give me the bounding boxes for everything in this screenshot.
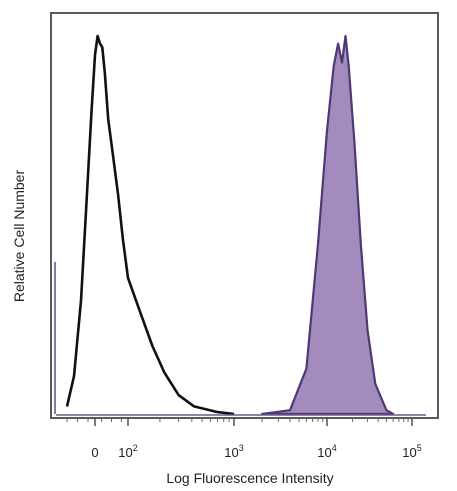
- x-tick-label: 105: [402, 443, 421, 460]
- x-tick-label: 0: [91, 445, 98, 460]
- x-tick-label: 103: [224, 443, 243, 460]
- x-tick-label: 102: [118, 443, 137, 460]
- baseline-trace: [54, 262, 426, 416]
- x-axis-ticks: 0 102 103 104 105: [66, 418, 422, 460]
- series-layer: [54, 34, 426, 416]
- x-axis-title: Log Fluorescence Intensity: [166, 470, 333, 486]
- x-tick-label: 104: [317, 443, 336, 460]
- series-filled-histogram: [260, 34, 395, 416]
- y-axis-title: Relative Cell Number: [11, 170, 27, 303]
- plot-frame: [50, 12, 439, 419]
- series-outline-histogram: [65, 34, 235, 416]
